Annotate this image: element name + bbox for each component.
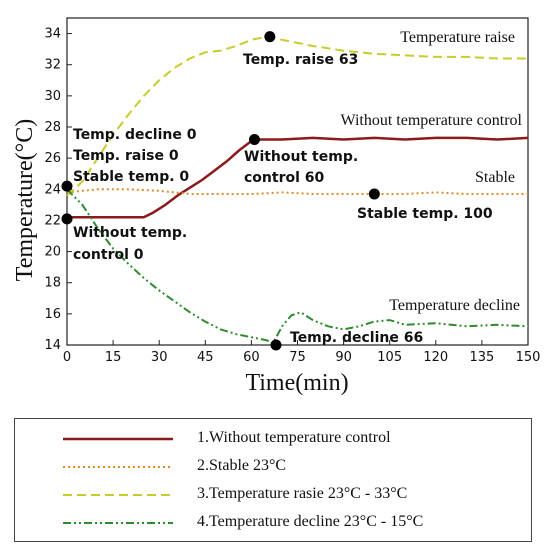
marker-annotation: Stable temp. 0	[73, 169, 189, 185]
y-tick-label: 34	[44, 27, 61, 42]
legend-item-stable: 2.Stable 23°C	[15, 455, 531, 481]
legend-swatch-raise	[63, 494, 173, 496]
x-tick-label: 120	[423, 350, 448, 365]
marker-annotation: Without temp.	[73, 225, 187, 241]
x-tick-label: 45	[197, 350, 214, 365]
legend-item-control: 1.Without temperature control	[15, 427, 531, 453]
data-marker	[264, 31, 276, 43]
data-marker	[368, 188, 380, 200]
marker-annotation: Temp. decline 66	[290, 330, 423, 346]
x-axis-label: Time(min)	[245, 370, 348, 396]
data-marker	[270, 339, 282, 351]
data-marker	[248, 133, 260, 145]
data-markers	[61, 31, 380, 351]
legend-label-decline: 4.Temperature decline 23°C - 15°C	[197, 513, 424, 530]
series-line-labels: Without temperature control Stable Tempera…	[340, 29, 522, 314]
line-label-decline: Temperature decline	[389, 297, 520, 314]
y-tick-label: 20	[44, 245, 61, 260]
legend-item-raise: 3.Temperature rasie 23°C - 33°C	[15, 483, 531, 509]
marker-annotation: control 60	[244, 170, 325, 186]
line-label-stable: Stable	[475, 169, 515, 186]
x-tick-label: 0	[63, 350, 71, 365]
marker-annotation: control 0	[73, 247, 144, 263]
y-tick-label: 24	[44, 182, 61, 197]
y-tick-label: 26	[44, 151, 61, 166]
series-line-raise	[66, 35, 528, 197]
x-tick-label: 90	[335, 350, 352, 365]
marker-annotation: Temp. decline 0	[73, 127, 197, 143]
data-marker	[61, 213, 73, 225]
y-tick-label: 30	[44, 89, 61, 104]
marker-annotation: Stable temp. 100	[357, 206, 493, 222]
marker-annotation: Temp. raise 63	[243, 52, 358, 68]
marker-annotation: Without temp.	[244, 149, 358, 165]
y-axis-label: Temperature(°C)	[12, 119, 38, 282]
x-tick-label: 150	[516, 350, 541, 365]
legend-label-control: 1.Without temperature control	[197, 429, 391, 446]
x-tick-label: 30	[151, 350, 168, 365]
y-tick-label: 32	[44, 58, 61, 73]
legend-swatch-decline	[63, 522, 173, 524]
series-line-control	[67, 136, 529, 219]
y-tick-label: 18	[44, 276, 61, 291]
legend-label-raise: 3.Temperature rasie 23°C - 33°C	[197, 485, 408, 502]
x-tick-label: 15	[105, 350, 122, 365]
x-tick-label: 60	[243, 350, 260, 365]
legend-swatch-stable	[63, 466, 173, 468]
y-tick-label: 14	[44, 338, 61, 353]
legend-label-stable: 2.Stable 23°C	[197, 457, 287, 474]
axis-ticks: 0 15 30 45 60 75 90 105 120 135 150 14 16 18 20 22 24 26 2…	[44, 27, 540, 365]
marker-annotation: Temp. raise 0	[73, 148, 179, 164]
legend-item-decline: 4.Temperature decline 23°C - 15°C	[15, 511, 531, 537]
x-tick-label: 105	[377, 350, 402, 365]
legend-swatch-control	[63, 437, 173, 441]
y-tick-label: 22	[44, 213, 61, 228]
marker-annotations: Temp. decline 0 Temp. raise 0 Stable temp.…	[73, 52, 493, 346]
series-line-stable	[66, 188, 528, 195]
x-tick-label: 75	[289, 350, 306, 365]
y-tick-label: 28	[44, 120, 61, 135]
line-label-control: Without temperature control	[340, 112, 522, 129]
y-tick-label: 16	[44, 307, 61, 322]
legend: 1.Without temperature control 2.Stable 2…	[14, 418, 532, 542]
line-label-raise: Temperature raise	[400, 29, 515, 46]
line-chart: 0 15 30 45 60 75 90 105 120 135 150 14 16 18 20 22 24 26 2…	[12, 17, 540, 396]
x-tick-label: 135	[469, 350, 494, 365]
data-marker	[61, 180, 73, 192]
